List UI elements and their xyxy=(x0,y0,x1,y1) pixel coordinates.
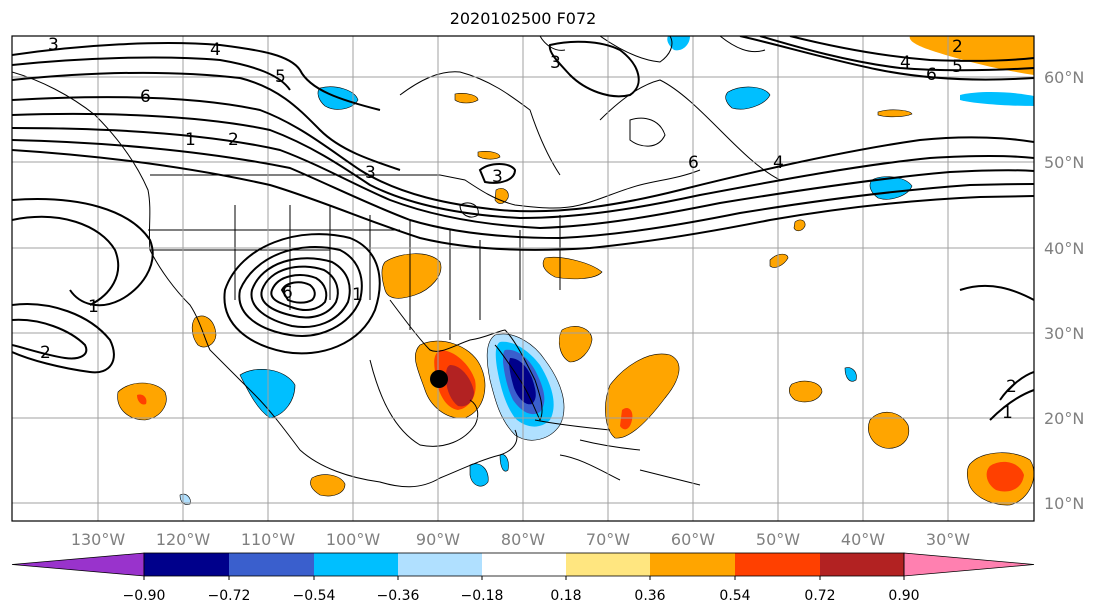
colorbar-extend-high xyxy=(903,552,1035,577)
contour-label: 2 xyxy=(40,343,51,363)
colorbar-tick-label: −0.90 xyxy=(123,588,166,604)
contour-label: 4 xyxy=(210,40,221,60)
contour-label: 5 xyxy=(952,57,963,77)
colorbar-segment xyxy=(735,553,820,576)
colorbar-tick-label: −0.72 xyxy=(208,588,251,604)
colorbar-segment xyxy=(482,553,566,576)
colorbar-segment xyxy=(566,553,650,576)
lon-label: 110°W xyxy=(241,530,296,549)
contour-label: 2 xyxy=(228,130,239,150)
lon-label: 90°W xyxy=(416,530,460,549)
lon-label: 120°W xyxy=(156,530,211,549)
contour-label: 1 xyxy=(185,130,196,150)
colorbar-tick-label: −0.54 xyxy=(293,588,336,604)
lat-label: 30°N xyxy=(1044,324,1084,343)
contour-label: 6 xyxy=(926,65,937,85)
colorbar-extend-low xyxy=(11,552,145,577)
lat-label: 60°N xyxy=(1044,68,1084,87)
lat-label: 10°N xyxy=(1044,494,1084,513)
colorbar-tick-label: 0.36 xyxy=(634,588,665,604)
colorbar-segment xyxy=(398,553,482,576)
contour-label: 2 xyxy=(1006,377,1017,397)
graticule xyxy=(12,36,1034,521)
storm-center-marker xyxy=(430,370,448,388)
longitude-labels: 130°W 120°W 110°W 100°W 90°W 80°W 70°W 6… xyxy=(71,530,970,549)
contour-label: 6 xyxy=(140,87,151,107)
lat-label: 50°N xyxy=(1044,153,1084,172)
lon-label: 130°W xyxy=(71,530,126,549)
colorbar-ticks: −0.90 −0.72 −0.54 −0.36 −0.18 0.18 0.36 … xyxy=(123,588,920,604)
map-frame xyxy=(11,35,1035,522)
colorbar-tick-label: −0.36 xyxy=(377,588,420,604)
colorbar-tick-label: 0.90 xyxy=(888,588,919,604)
contour-label: 4 xyxy=(773,153,784,173)
contour-lines xyxy=(12,36,1034,421)
latitude-labels: 60°N 50°N 40°N 30°N 20°N 10°N xyxy=(1044,68,1084,513)
contour-label: 6 xyxy=(688,153,699,173)
contour-label: 3 xyxy=(48,35,59,55)
contour-label: 1 xyxy=(1002,403,1013,423)
lon-label: 60°W xyxy=(671,530,715,549)
contour-label: 1 xyxy=(352,285,363,305)
contour-label: 6 xyxy=(282,283,293,303)
lon-label: 70°W xyxy=(586,530,630,549)
contour-label: 3 xyxy=(492,167,503,187)
lon-label: 30°W xyxy=(926,530,970,549)
colorbar-outline xyxy=(143,552,905,577)
lon-label: 80°W xyxy=(501,530,545,549)
contour-label: 2 xyxy=(952,37,963,57)
colorbar-segment xyxy=(820,553,904,576)
colorbar-segment xyxy=(650,553,735,576)
lat-label: 20°N xyxy=(1044,409,1084,428)
contour-label: 4 xyxy=(900,53,911,73)
contour-label: 3 xyxy=(365,163,376,183)
lon-label: 100°W xyxy=(326,530,381,549)
lat-label: 40°N xyxy=(1044,239,1084,258)
colorbar-tick-label: −0.18 xyxy=(461,588,504,604)
contour-label: 1 xyxy=(88,297,99,317)
colorbar xyxy=(11,552,1035,580)
colorbar-segment xyxy=(314,553,398,576)
lon-label: 50°W xyxy=(756,530,800,549)
contour-label: 5 xyxy=(275,67,286,87)
anomaly-shading xyxy=(117,36,1034,506)
contour-label: 3 xyxy=(550,53,561,73)
map-title: 2020102500 F072 xyxy=(449,9,597,28)
colorbar-tick-label: 0.18 xyxy=(550,588,581,604)
colorbar-tick-label: 0.72 xyxy=(804,588,835,604)
colorbar-tick-label: 0.54 xyxy=(719,588,750,604)
colorbar-segment xyxy=(229,553,314,576)
lon-label: 40°W xyxy=(841,530,885,549)
colorbar-segment xyxy=(144,553,229,576)
contour-label-group: 3 4 5 6 1 2 3 6 4 2 3 4 5 6 3 6 1 2 1 2 … xyxy=(40,35,1017,423)
